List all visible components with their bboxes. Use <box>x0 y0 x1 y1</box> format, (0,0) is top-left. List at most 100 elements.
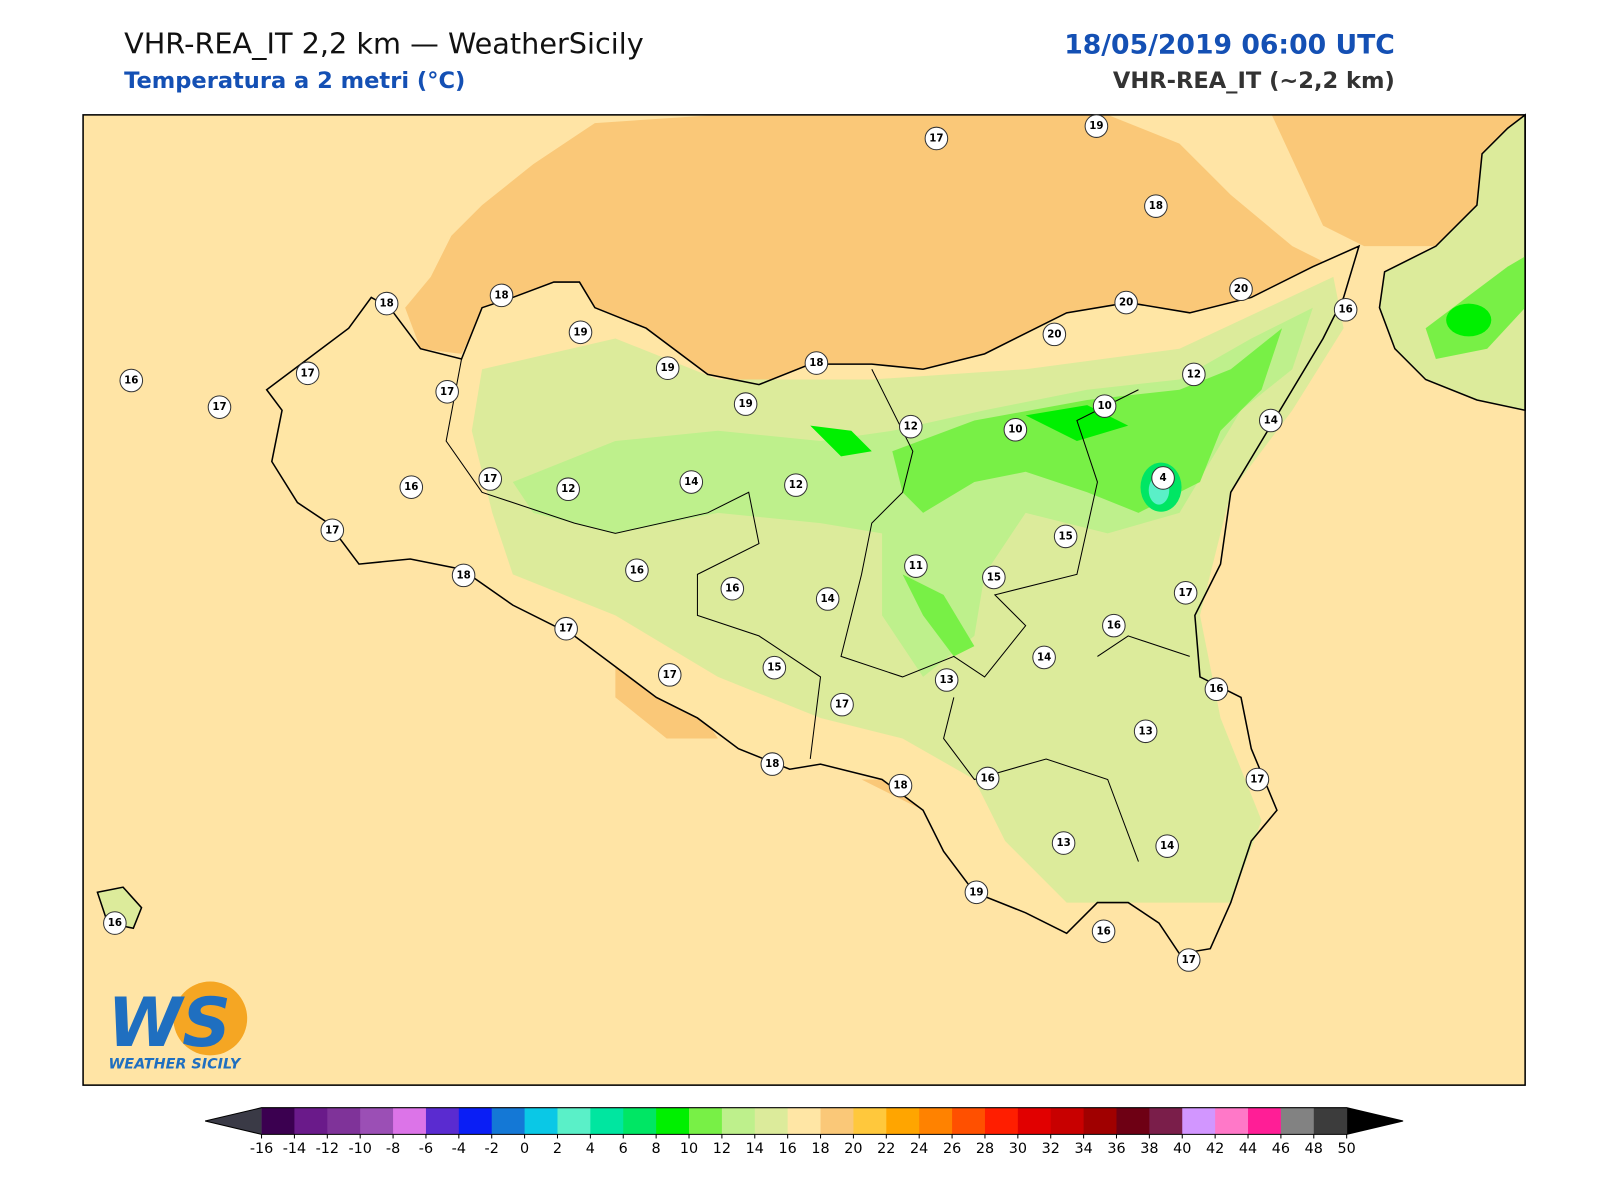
station-value: 16 <box>108 917 122 929</box>
station-marker <box>898 414 923 439</box>
station-marker <box>760 752 785 776</box>
colorbar-under <box>205 1107 262 1135</box>
station-value: 16 <box>981 772 995 784</box>
station-marker <box>655 356 680 380</box>
station-value: 18 <box>893 780 907 792</box>
colorbar-band <box>1280 1107 1315 1135</box>
station-marker <box>1144 194 1168 218</box>
colorbar-band <box>590 1107 624 1135</box>
station-value: 17 <box>1179 587 1193 599</box>
title: VHR-REA_IT 2,2 km — WeatherSicily <box>124 26 644 60</box>
station-value: 13 <box>1056 837 1070 849</box>
station-marker <box>374 291 399 316</box>
logo-sun <box>173 981 248 1056</box>
colorbar-band <box>1116 1107 1150 1135</box>
cold-field <box>810 405 1129 457</box>
station-marker <box>399 475 424 499</box>
station-value: 12 <box>561 483 575 495</box>
colorbar-tick-label: -2 <box>485 1141 499 1157</box>
colorbar-band <box>787 1107 822 1135</box>
station-marker <box>1091 919 1116 944</box>
station-marker <box>975 766 1000 791</box>
colorbar-band <box>656 1107 690 1135</box>
station-marker <box>888 773 913 798</box>
station-value: 17 <box>325 524 339 536</box>
station-value: 20 <box>1047 328 1061 340</box>
station-value: 18 <box>809 357 823 369</box>
station-marker <box>451 563 476 588</box>
stations: 17 19 18 20 20 16 20 12 10 14 10 12 18 19 19 19 18 18 17 17… <box>103 114 1358 972</box>
station-marker <box>982 565 1006 590</box>
colorbar-over <box>1346 1107 1404 1135</box>
station-value: 16 <box>1339 304 1353 316</box>
station-marker <box>934 668 959 692</box>
colorbar-tick-label: 26 <box>943 1141 961 1157</box>
colorbar-tick-label: 4 <box>586 1141 595 1157</box>
station-value: 17 <box>440 386 454 398</box>
station-value: 12 <box>1187 368 1201 380</box>
station-marker <box>478 467 503 491</box>
station-marker <box>1003 417 1028 442</box>
map: WS WEATHER SICILY <box>82 113 1526 1086</box>
colorbar-band <box>754 1107 789 1135</box>
colorbar-tick-label: 24 <box>910 1141 928 1157</box>
station-value: 16 <box>630 564 644 576</box>
colorbar-tick-label: 50 <box>1338 1141 1356 1157</box>
station-marker <box>733 392 758 416</box>
station-value: 4 <box>1160 472 1167 484</box>
colorbar-tick-label: 34 <box>1074 1141 1092 1157</box>
colorbar-band <box>721 1107 756 1135</box>
colorbar-band <box>524 1107 558 1135</box>
station-value: 16 <box>725 583 739 595</box>
station-marker <box>1092 394 1117 418</box>
colorbar-band <box>458 1107 493 1135</box>
colorbar-band <box>886 1107 920 1135</box>
station-marker <box>1114 290 1138 315</box>
colorbar-tick-label: -14 <box>283 1141 306 1157</box>
station-marker <box>1173 581 1198 605</box>
station-value: 13 <box>940 674 954 686</box>
station-value: 15 <box>987 571 1001 583</box>
station-marker <box>1182 362 1206 387</box>
colorbar-tick-label: -8 <box>386 1141 400 1157</box>
station-value: 14 <box>1160 840 1174 852</box>
station-marker <box>1053 524 1078 549</box>
station-marker <box>103 911 127 935</box>
station-marker <box>568 320 593 345</box>
station-value: 19 <box>1089 120 1103 132</box>
station-value: 18 <box>494 289 508 301</box>
station-marker <box>1102 613 1126 638</box>
station-marker <box>1176 948 1201 972</box>
station-marker <box>720 576 745 601</box>
colorbar-tick-label: 14 <box>746 1141 764 1157</box>
coastline <box>265 244 1361 955</box>
colorbar-tick-label: 12 <box>713 1141 731 1157</box>
colorbar-band <box>623 1107 657 1135</box>
colorbar-tick-label: 38 <box>1140 1141 1158 1157</box>
cold-field <box>892 328 1283 657</box>
station-value: 15 <box>767 662 781 674</box>
station-value: 16 <box>1096 925 1110 937</box>
station-marker <box>1051 831 1076 855</box>
station-value: 13 <box>1139 725 1153 737</box>
colorbar-band <box>984 1107 1019 1135</box>
station-value: 16 <box>124 375 138 387</box>
map-frame <box>82 114 1526 1086</box>
station-marker <box>1032 645 1056 670</box>
colorbar-tick-label: 28 <box>976 1141 994 1157</box>
colorbar-tick-label: -4 <box>452 1141 466 1157</box>
station-value: 20 <box>1119 297 1133 309</box>
station-value: 17 <box>663 669 677 681</box>
colorbar-band <box>820 1107 854 1135</box>
colorbar-tick-label: -10 <box>348 1141 371 1157</box>
station-value: 16 <box>404 481 418 493</box>
station-value: 14 <box>684 476 698 488</box>
colorbar-band <box>491 1107 526 1135</box>
station-value: 14 <box>1264 415 1278 427</box>
station-marker <box>1258 408 1283 433</box>
station-marker <box>657 663 682 687</box>
station-value: 18 <box>765 758 779 770</box>
colorbar-band <box>557 1107 591 1135</box>
colorbar-tick-label: 20 <box>844 1141 862 1157</box>
station-value: 19 <box>661 362 675 374</box>
